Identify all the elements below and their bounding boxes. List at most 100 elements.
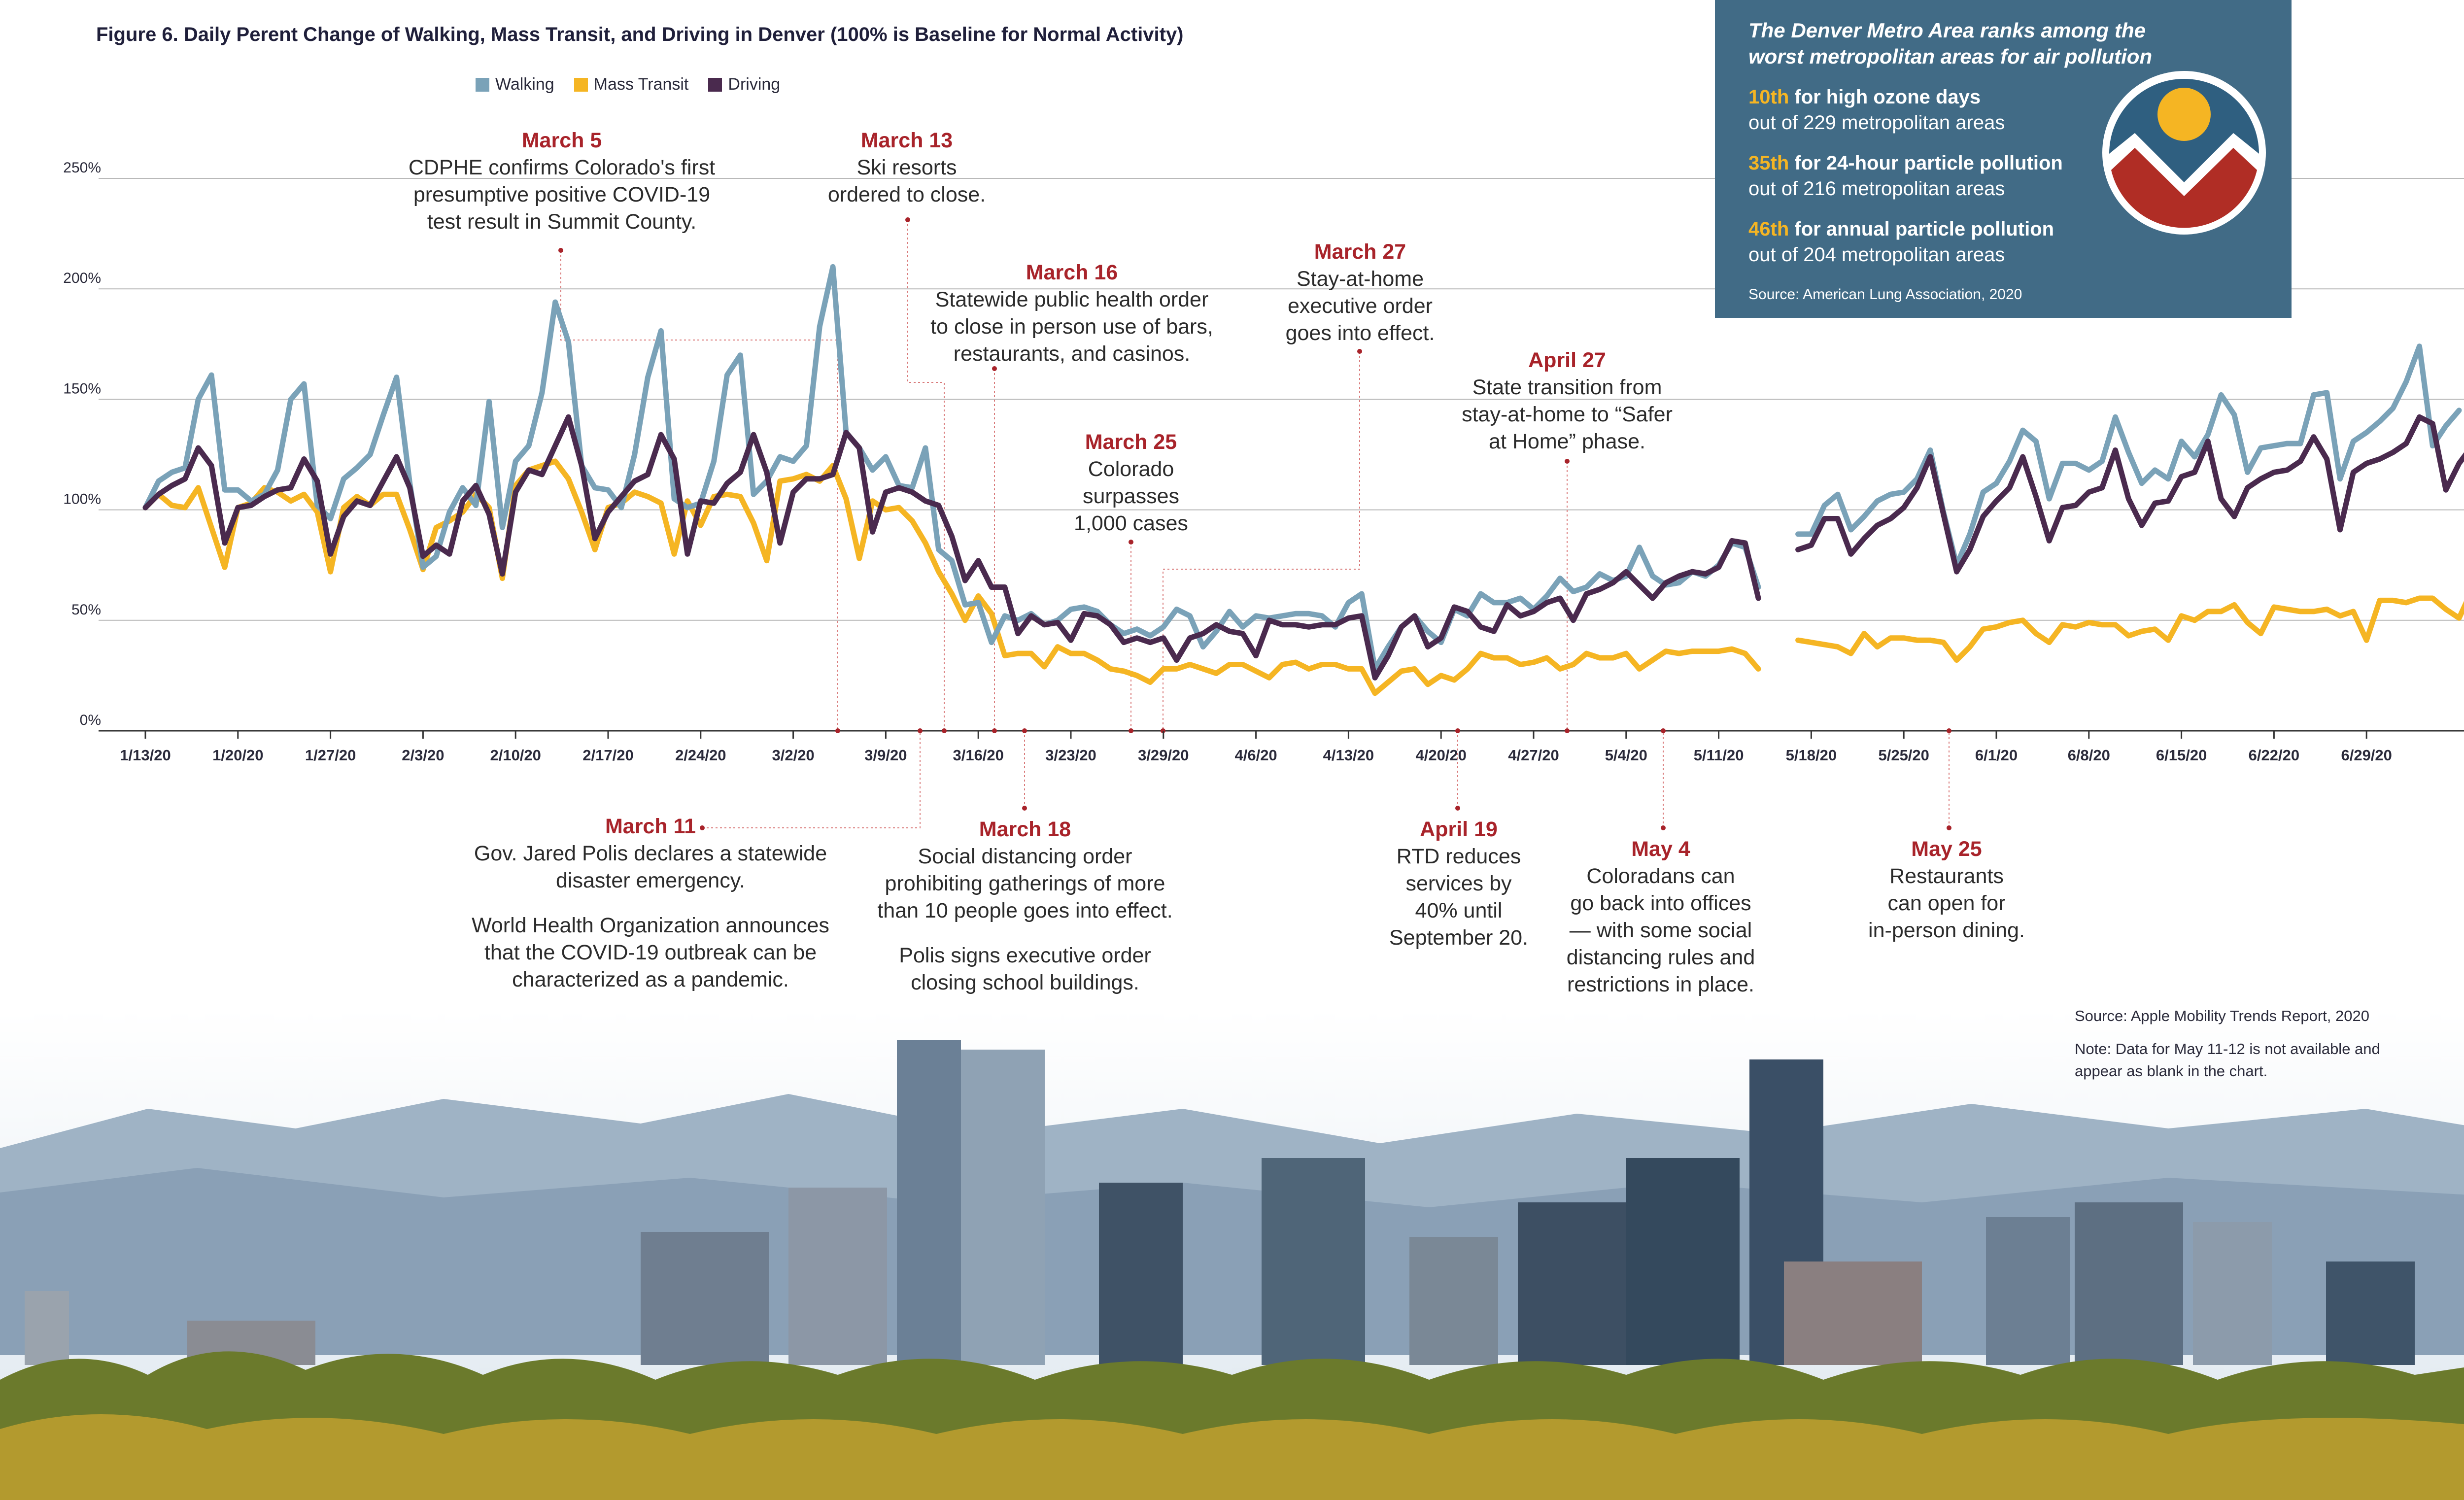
- x-tick-label: 4/27/20: [1508, 747, 1559, 764]
- annotation-line: ordered to close.: [827, 183, 986, 207]
- annotation-date: March 11: [605, 815, 696, 838]
- x-tick-label: 3/23/20: [1045, 747, 1096, 764]
- annotation-dot: [1661, 825, 1666, 830]
- annotation-line: Statewide public health order: [935, 288, 1209, 312]
- source-note: Source: Apple Mobility Trends Report, 20…: [2075, 1005, 2420, 1093]
- annotation-line: that the COVID-19 outbreak can be: [484, 941, 817, 965]
- x-tick-label: 6/15/20: [2156, 747, 2207, 764]
- annotation-march5: March 5 CDPHE confirms Colorado's first …: [399, 127, 724, 236]
- building: [25, 1291, 69, 1365]
- x-tick-label: 6/22/20: [2249, 747, 2299, 764]
- annotation-date: April 27: [1528, 348, 1606, 372]
- annotation-dot: [558, 248, 563, 253]
- annotation-dot: [1129, 540, 1133, 545]
- annotation-line: CDPHE confirms Colorado's first: [408, 156, 716, 180]
- x-tick-label: 1/13/20: [120, 747, 171, 764]
- annotation-may25: May 25 Restaurants can open for in-perso…: [1848, 836, 2045, 944]
- annotation-line: characterized as a pandemic.: [512, 968, 789, 992]
- annotation-march13: March 13 Ski resorts ordered to close.: [803, 127, 1010, 208]
- annotation-dot: [1022, 728, 1027, 733]
- annotation-dot: [1455, 806, 1460, 811]
- legend-label-transit: Mass Transit: [593, 75, 689, 94]
- annotation-line: test result in Summit County.: [427, 210, 697, 234]
- x-tick-label: 3/2/20: [772, 747, 814, 764]
- legend-item-walking: Walking: [476, 75, 554, 94]
- annotation-line: — with some social: [1569, 919, 1752, 943]
- rank-sub: out of 229 metropolitan areas: [1748, 112, 2005, 134]
- building: [2193, 1222, 2272, 1365]
- building: [1626, 1158, 1740, 1365]
- annotation-dot: [1357, 349, 1362, 354]
- rank-value: 46th: [1748, 218, 1789, 240]
- y-tick-label: 150%: [63, 380, 101, 397]
- annotation-april27: April 27 State transition from stay-at-h…: [1419, 347, 1715, 455]
- annotation-dot: [1565, 459, 1570, 464]
- note-text: Note: Data for May 11-12 is not availabl…: [2075, 1040, 2380, 1080]
- annotation-leader: [560, 250, 838, 731]
- x-tick-label: 6/1/20: [1975, 747, 2018, 764]
- x-tick-label: 2/17/20: [582, 747, 633, 764]
- building: [641, 1232, 769, 1365]
- annotation-line: Social distancing order: [918, 845, 1132, 869]
- legend-item-transit: Mass Transit: [574, 75, 689, 94]
- x-tick-label: 3/29/20: [1138, 747, 1189, 764]
- rank-value: 35th: [1748, 152, 1789, 174]
- annotation-date: May 4: [1631, 837, 1690, 861]
- annotation-dot: [1947, 825, 1951, 830]
- annotation-line: services by: [1405, 872, 1512, 896]
- legend-label-driving: Driving: [728, 75, 781, 94]
- annotation-march16: March 16 Statewide public health order t…: [917, 259, 1227, 368]
- annotation-dot: [1661, 728, 1666, 733]
- annotation-date: March 13: [860, 129, 953, 152]
- annotation-march11: March 11 Gov. Jared Polis declares a sta…: [448, 813, 853, 993]
- x-tick-label: 6/8/20: [2068, 747, 2110, 764]
- annotation-dot: [905, 217, 910, 222]
- annotation-date: March 27: [1314, 240, 1406, 264]
- annotation-line: Ski resorts: [856, 156, 957, 180]
- annotation-line: surpasses: [1083, 484, 1179, 509]
- annotation-date: May 25: [1911, 837, 1982, 861]
- annotation-date: March 5: [521, 129, 602, 152]
- annotation-line: at Home” phase.: [1489, 430, 1645, 454]
- annotation-line: disaster emergency.: [556, 869, 745, 893]
- y-tick-label: 250%: [63, 160, 101, 176]
- series-line-mass-transit: [142, 458, 2464, 696]
- annotation-line: distancing rules and: [1566, 946, 1755, 970]
- x-tick-label: 2/3/20: [402, 747, 444, 764]
- legend-item-driving: Driving: [708, 75, 780, 94]
- annotation-line: 40% until: [1415, 899, 1503, 923]
- x-tick-label: 5/4/20: [1605, 747, 1647, 764]
- rank-sub: out of 216 metropolitan areas: [1748, 178, 2005, 200]
- x-tick-label: 6/29/20: [2341, 747, 2392, 764]
- y-tick-label: 100%: [63, 491, 101, 508]
- legend-label-walking: Walking: [495, 75, 554, 94]
- colorado-mountain-logo: [2102, 71, 2266, 235]
- annotation-line: go back into offices: [1570, 891, 1751, 916]
- legend: Walking Mass Transit Driving: [476, 75, 780, 94]
- building: [788, 1188, 887, 1365]
- annotation-line: restaurants, and casinos.: [953, 342, 1191, 366]
- annotation-date: March 25: [1085, 430, 1177, 454]
- annotation-dot: [992, 366, 997, 371]
- annotation-line: restrictions in place.: [1567, 973, 1754, 997]
- rank-sub: out of 204 metropolitan areas: [1748, 244, 2005, 266]
- autumn-trees: [0, 1414, 2464, 1500]
- annotation-march18: March 18 Social distancing order prohibi…: [857, 816, 1193, 996]
- x-tick-label: 3/16/20: [953, 747, 1003, 764]
- x-tick-label: 1/20/20: [212, 747, 263, 764]
- series-lines: [142, 264, 2464, 696]
- annotation-line: than 10 people goes into effect.: [877, 899, 1173, 923]
- rank-label: for 24-hour particle pollution: [1794, 152, 2063, 174]
- y-tick-label: 0%: [80, 712, 101, 728]
- rank-item: 35th for 24-hour particle pollution out …: [1748, 150, 2257, 202]
- annotation-line: 1,000 cases: [1074, 511, 1188, 536]
- annotation-dot: [992, 728, 997, 733]
- axes: 1/13/20 1/20/20 1/27/20 2/3/20 2/10/20 2/17/2…: [120, 731, 2392, 764]
- info-box-title: The Denver Metro Area ranks among the wo…: [1748, 19, 2153, 68]
- annotation-line: Gov. Jared Polis declares a statewide: [474, 842, 827, 866]
- annotation-dot: [942, 728, 947, 733]
- annotation-date: March 16: [1026, 261, 1118, 284]
- series-line-driving: [142, 414, 2464, 681]
- annotation-line: Coloradans can: [1586, 864, 1735, 888]
- annotation-line: Restaurants: [1889, 864, 2004, 888]
